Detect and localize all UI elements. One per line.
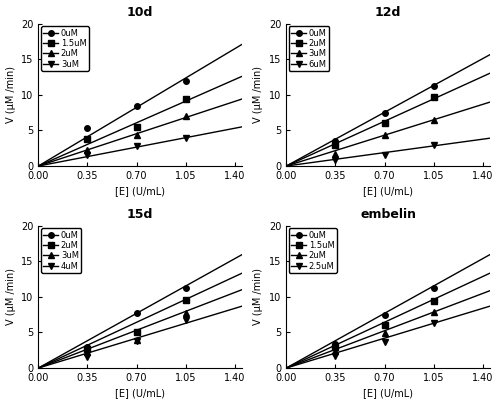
6uM xyxy=(430,142,436,147)
4uM xyxy=(183,318,189,323)
2uM xyxy=(183,297,189,302)
3uM xyxy=(183,310,189,315)
2uM xyxy=(332,349,338,354)
Title: embelin: embelin xyxy=(360,208,416,221)
0uM xyxy=(332,341,338,346)
Line: 0uM: 0uM xyxy=(84,79,188,130)
Line: 0uM: 0uM xyxy=(84,285,188,349)
Line: 2.5uM: 2.5uM xyxy=(332,320,436,359)
1.5uM xyxy=(84,137,90,141)
0uM xyxy=(332,139,338,143)
2.5uM xyxy=(332,354,338,358)
Legend: 0uM, 2uM, 3uM, 4uM: 0uM, 2uM, 3uM, 4uM xyxy=(41,228,82,273)
Line: 4uM: 4uM xyxy=(84,318,188,360)
Line: 2uM: 2uM xyxy=(332,309,436,354)
Legend: 0uM, 1.5uM, 2uM, 3uM: 0uM, 1.5uM, 2uM, 3uM xyxy=(41,26,89,71)
Line: 0uM: 0uM xyxy=(332,286,436,347)
4uM xyxy=(84,354,90,359)
0uM xyxy=(84,125,90,130)
2uM xyxy=(134,330,140,335)
Line: 0uM: 0uM xyxy=(332,84,436,144)
2uM xyxy=(84,346,90,351)
3uM xyxy=(332,152,338,156)
1.5uM xyxy=(183,96,189,101)
Line: 2uM: 2uM xyxy=(332,94,436,147)
Legend: 0uM, 2uM, 3uM, 6uM: 0uM, 2uM, 3uM, 6uM xyxy=(289,26,330,71)
2uM xyxy=(332,142,338,147)
3uM xyxy=(84,152,90,157)
Line: 3uM: 3uM xyxy=(84,135,188,158)
2uM xyxy=(134,133,140,138)
3uM xyxy=(134,337,140,342)
Line: 3uM: 3uM xyxy=(332,117,436,157)
0uM xyxy=(183,285,189,290)
Line: 2uM: 2uM xyxy=(84,114,188,152)
2uM xyxy=(183,114,189,119)
3uM xyxy=(430,118,436,122)
Line: 3uM: 3uM xyxy=(84,310,188,354)
Y-axis label: V (μM /min): V (μM /min) xyxy=(6,269,16,326)
Title: 12d: 12d xyxy=(375,6,401,19)
1.5uM xyxy=(332,345,338,350)
2.5uM xyxy=(430,320,436,325)
3uM xyxy=(183,135,189,140)
2.5uM xyxy=(382,339,388,344)
3uM xyxy=(382,133,388,138)
2uM xyxy=(382,331,388,336)
X-axis label: [E] (U/mL): [E] (U/mL) xyxy=(115,388,165,398)
Y-axis label: V (μM /min): V (μM /min) xyxy=(6,67,16,124)
0uM xyxy=(134,310,140,315)
Y-axis label: V (μM /min): V (μM /min) xyxy=(254,269,264,326)
3uM xyxy=(134,144,140,149)
Line: 1.5uM: 1.5uM xyxy=(84,96,188,142)
0uM xyxy=(430,286,436,291)
X-axis label: [E] (U/mL): [E] (U/mL) xyxy=(363,388,413,398)
2uM xyxy=(430,309,436,314)
0uM xyxy=(134,103,140,108)
Line: 6uM: 6uM xyxy=(332,142,436,163)
Title: 15d: 15d xyxy=(127,208,154,221)
0uM xyxy=(382,312,388,317)
3uM xyxy=(84,349,90,354)
0uM xyxy=(183,79,189,84)
Line: 2uM: 2uM xyxy=(84,297,188,351)
0uM xyxy=(84,344,90,349)
1.5uM xyxy=(134,124,140,129)
4uM xyxy=(134,339,140,343)
X-axis label: [E] (U/mL): [E] (U/mL) xyxy=(115,186,165,196)
6uM xyxy=(332,158,338,163)
Line: 1.5uM: 1.5uM xyxy=(332,298,436,350)
2uM xyxy=(430,95,436,99)
2uM xyxy=(84,147,90,152)
Legend: 0uM, 1.5uM, 2uM, 2.5uM: 0uM, 1.5uM, 2uM, 2.5uM xyxy=(289,228,337,273)
1.5uM xyxy=(382,323,388,328)
6uM xyxy=(382,153,388,158)
2uM xyxy=(382,121,388,126)
0uM xyxy=(430,84,436,89)
1.5uM xyxy=(430,298,436,303)
0uM xyxy=(382,110,388,115)
Y-axis label: V (μM /min): V (μM /min) xyxy=(254,67,264,124)
Title: 10d: 10d xyxy=(127,6,154,19)
X-axis label: [E] (U/mL): [E] (U/mL) xyxy=(363,186,413,196)
